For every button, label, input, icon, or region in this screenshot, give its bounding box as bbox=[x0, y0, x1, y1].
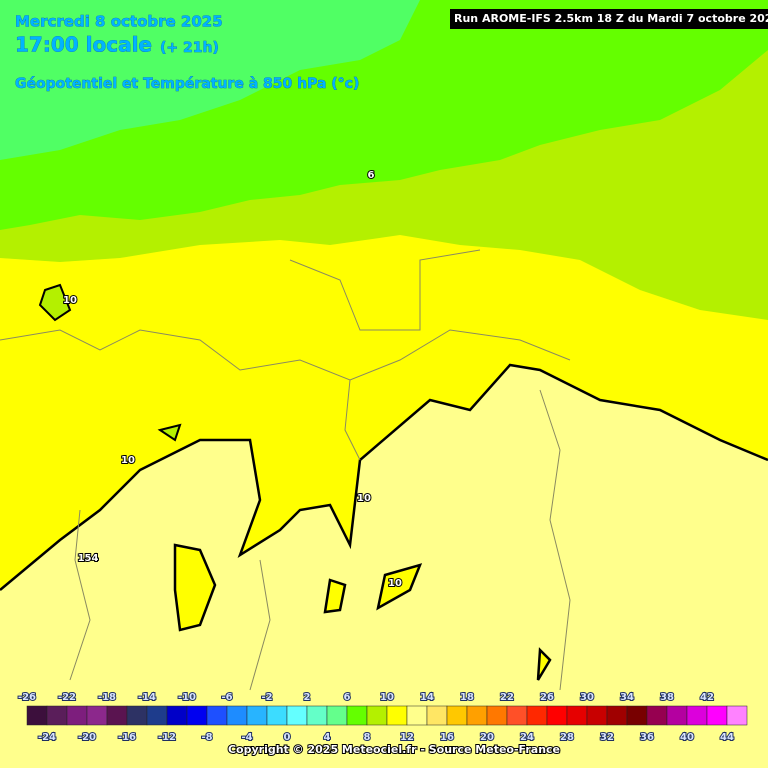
legend: -26-24-22-20-18-16-14-12-10-8-6-4-202468… bbox=[17, 691, 748, 744]
legend-tick-label: -22 bbox=[58, 692, 76, 703]
legend-swatch bbox=[146, 705, 168, 726]
legend-tick-label: 30 bbox=[580, 692, 594, 703]
legend-tick-label: -26 bbox=[18, 692, 36, 703]
legend-swatch bbox=[706, 705, 728, 726]
forecast-offset: (+ 21h) bbox=[160, 40, 219, 56]
legend-swatch bbox=[466, 705, 488, 726]
legend-tick-label: 42 bbox=[700, 692, 714, 703]
field-name: Géopotentiel et Température à 850 hPa (°… bbox=[15, 76, 359, 92]
legend-tick-label: -14 bbox=[138, 692, 156, 703]
legend-swatch bbox=[486, 705, 508, 726]
legend-swatch bbox=[586, 705, 608, 726]
legend-swatch bbox=[366, 705, 388, 726]
legend-swatch bbox=[106, 705, 128, 726]
legend-tick-label: -24 bbox=[38, 732, 56, 743]
legend-swatch bbox=[646, 705, 668, 726]
legend-swatch bbox=[446, 705, 468, 726]
legend-swatch bbox=[506, 705, 528, 726]
border-line bbox=[69, 379, 571, 691]
legend-tick-label: 44 bbox=[720, 732, 734, 743]
legend-swatch bbox=[606, 705, 628, 726]
legend-tick-label: -20 bbox=[78, 732, 96, 743]
legend-tick-label: -4 bbox=[241, 732, 252, 743]
cool-area bbox=[0, 0, 420, 160]
legend-tick-label: 34 bbox=[620, 692, 634, 703]
legend-tick-label: 26 bbox=[540, 692, 554, 703]
legend-swatch bbox=[266, 705, 288, 726]
forecast-date: Mercredi 8 octobre 2025 bbox=[15, 13, 223, 31]
contour-label: 10 bbox=[121, 455, 135, 466]
legend-swatch bbox=[246, 705, 268, 726]
legend-swatch bbox=[226, 705, 248, 726]
legend-swatch bbox=[546, 705, 568, 726]
legend-tick-label: -18 bbox=[98, 692, 116, 703]
contour-10 bbox=[0, 363, 768, 591]
legend-swatch bbox=[66, 705, 88, 726]
legend-tick-label: 22 bbox=[500, 692, 514, 703]
legend-swatch bbox=[686, 705, 708, 726]
legend-swatch bbox=[286, 705, 308, 726]
run-info: Run AROME-IFS 2.5km 18 Z du Mardi 7 octo… bbox=[454, 12, 768, 25]
contour-label: 10 bbox=[388, 578, 402, 589]
legend-tick-label: 10 bbox=[380, 692, 394, 703]
legend-tick-label: 2 bbox=[304, 692, 311, 703]
legend-tick-label: -8 bbox=[201, 732, 212, 743]
legend-swatch bbox=[426, 705, 448, 726]
forecast-time: 17:00 locale bbox=[15, 33, 152, 57]
border-line bbox=[289, 249, 481, 331]
legend-tick-label: 24 bbox=[520, 732, 534, 743]
legend-tick-label: -6 bbox=[221, 692, 232, 703]
contour-label: 10 bbox=[357, 493, 371, 504]
legend-swatch bbox=[166, 705, 188, 726]
legend-tick-label: 38 bbox=[660, 692, 674, 703]
contour-label: 10 bbox=[63, 295, 77, 306]
legend-tick-label: 40 bbox=[680, 732, 694, 743]
legend-swatch bbox=[626, 705, 648, 726]
legend-tick-label: -16 bbox=[118, 732, 136, 743]
legend-swatch bbox=[306, 705, 328, 726]
legend-swatch bbox=[46, 705, 68, 726]
legend-swatch bbox=[26, 705, 48, 726]
legend-tick-label: -2 bbox=[261, 692, 272, 703]
legend-swatch bbox=[406, 705, 428, 726]
legend-swatch bbox=[126, 705, 148, 726]
legend-tick-label: 4 bbox=[324, 732, 331, 743]
legend-tick-label: 12 bbox=[400, 732, 414, 743]
run-box bbox=[450, 9, 768, 29]
legend-swatch bbox=[326, 705, 348, 726]
cool-pockets bbox=[38, 283, 182, 442]
contour-label: 154 bbox=[78, 553, 99, 564]
legend-swatch bbox=[346, 705, 368, 726]
legend-tick-label: 8 bbox=[364, 732, 371, 743]
legend-tick-label: 28 bbox=[560, 732, 574, 743]
legend-tick-label: 32 bbox=[600, 732, 614, 743]
legend-tick-label: 20 bbox=[480, 732, 494, 743]
contour-label: 6 bbox=[368, 170, 375, 181]
legend-swatch bbox=[206, 705, 228, 726]
legend-tick-label: 18 bbox=[460, 692, 474, 703]
legend-tick-label: 0 bbox=[284, 732, 291, 743]
legend-swatch bbox=[186, 705, 208, 726]
legend-swatch bbox=[726, 705, 748, 726]
border-line bbox=[0, 329, 571, 381]
legend-swatch bbox=[526, 705, 548, 726]
warm-pockets bbox=[173, 543, 552, 681]
legend-tick-label: -12 bbox=[158, 732, 176, 743]
legend-swatch bbox=[566, 705, 588, 726]
legend-swatch bbox=[666, 705, 688, 726]
copyright: Copyright © 2025 Meteociel.fr - Source M… bbox=[228, 743, 560, 756]
legend-tick-label: 16 bbox=[440, 732, 454, 743]
legend-tick-label: 6 bbox=[344, 692, 351, 703]
legend-tick-label: -10 bbox=[178, 692, 196, 703]
legend-tick-label: 36 bbox=[640, 732, 654, 743]
legend-swatch bbox=[386, 705, 408, 726]
legend-tick-label: 14 bbox=[420, 692, 434, 703]
legend-swatch bbox=[86, 705, 108, 726]
